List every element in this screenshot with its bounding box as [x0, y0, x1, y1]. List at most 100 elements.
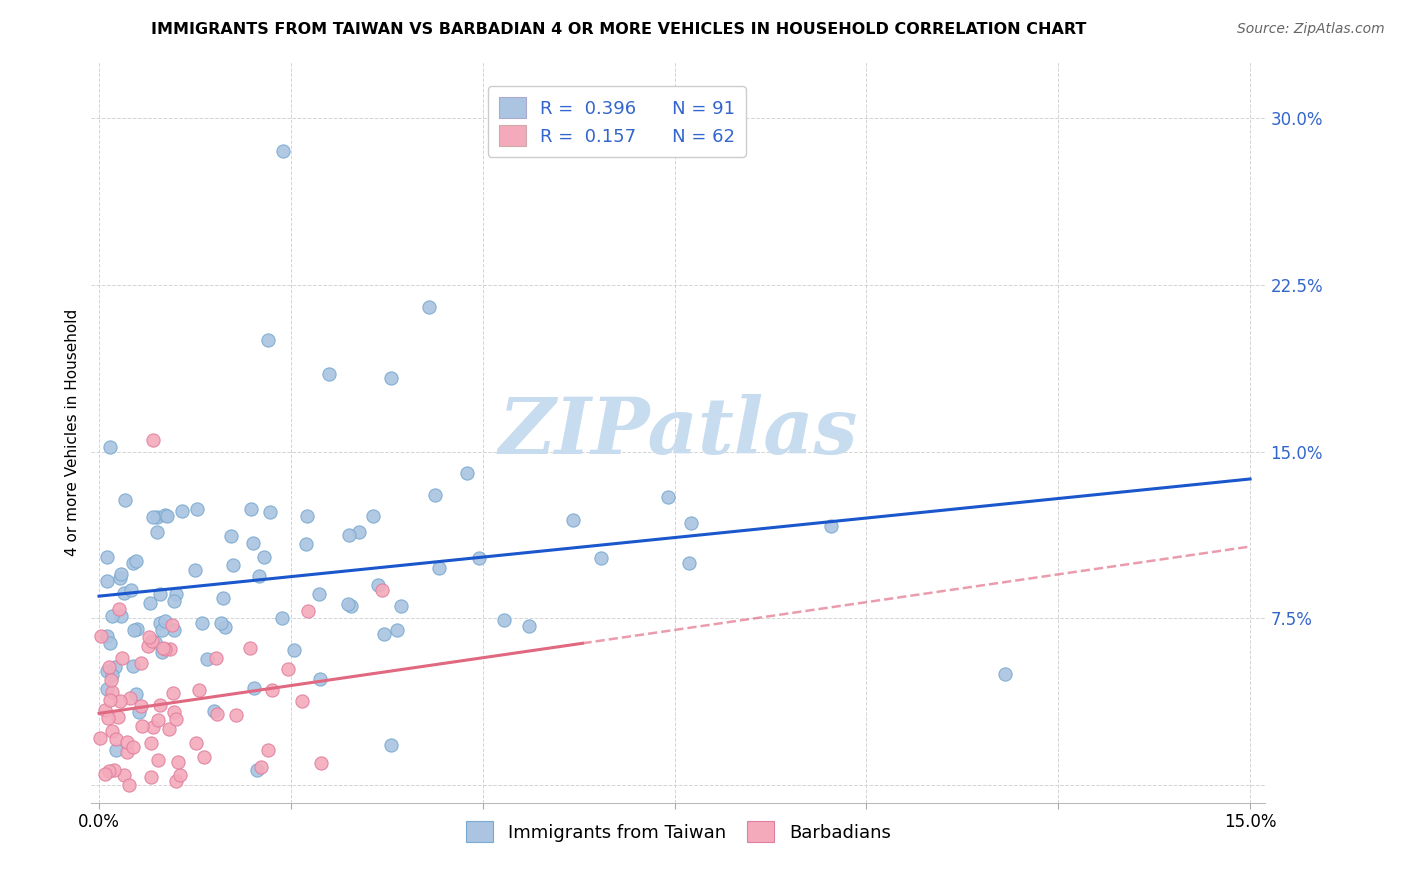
Point [347, 524, 370, 539]
Point [337, 598, 360, 612]
Point [97, 764, 120, 779]
Point [271, 611, 294, 625]
Point [155, 615, 177, 629]
Point [159, 642, 181, 657]
Point [204, 705, 226, 719]
Point [246, 763, 269, 777]
Point [100, 723, 122, 738]
Point [187, 682, 209, 697]
Point [129, 656, 152, 670]
Point [117, 735, 139, 749]
Point [169, 768, 191, 782]
Point [141, 633, 163, 648]
Point [165, 774, 187, 789]
Point [96, 574, 118, 589]
Point [191, 615, 214, 630]
Text: IMMIGRANTS FROM TAIWAN VS BARBADIAN 4 OR MORE VEHICLES IN HOUSEHOLD CORRELATION : IMMIGRANTS FROM TAIWAN VS BARBADIAN 4 OR… [150, 22, 1087, 37]
Point [105, 732, 128, 747]
Point [150, 645, 173, 659]
Point [108, 602, 131, 616]
Point [418, 300, 440, 314]
Point [165, 587, 187, 601]
Point [247, 568, 270, 582]
Point [96, 630, 118, 644]
Point [155, 642, 177, 657]
Point [262, 683, 284, 698]
Point [468, 551, 491, 566]
Point [118, 778, 141, 792]
Point [104, 660, 127, 674]
Point [250, 760, 273, 774]
Point [149, 615, 172, 630]
Point [94, 767, 117, 781]
Point [456, 466, 478, 480]
Point [494, 613, 516, 627]
Point [131, 719, 153, 733]
Point [103, 764, 125, 778]
Point [112, 586, 135, 600]
Point [146, 510, 169, 524]
Point [295, 537, 318, 551]
Point [519, 619, 541, 633]
Point [214, 620, 236, 634]
Point [90, 629, 112, 643]
Point [257, 743, 280, 757]
Point [205, 650, 228, 665]
Point [122, 556, 145, 570]
Point [820, 519, 842, 533]
Point [139, 735, 162, 749]
Point [101, 608, 124, 623]
Point [253, 549, 276, 564]
Point [318, 367, 340, 381]
Point [125, 623, 148, 637]
Point [243, 681, 266, 695]
Point [657, 491, 679, 505]
Point [110, 609, 132, 624]
Point [110, 566, 132, 581]
Text: Source: ZipAtlas.com: Source: ZipAtlas.com [1237, 22, 1385, 37]
Point [122, 740, 145, 755]
Point [427, 561, 450, 575]
Point [139, 770, 162, 784]
Point [110, 694, 132, 708]
Point [337, 528, 360, 542]
Point [96, 664, 118, 678]
Point [186, 502, 208, 516]
Point [107, 710, 129, 724]
Point [373, 627, 395, 641]
Point [291, 694, 314, 708]
Point [118, 690, 141, 705]
Point [242, 535, 264, 549]
Point [212, 591, 235, 606]
Point [257, 334, 280, 348]
Point [136, 639, 159, 653]
Point [678, 556, 700, 570]
Legend: Immigrants from Taiwan, Barbadians: Immigrants from Taiwan, Barbadians [458, 814, 898, 849]
Point [96, 549, 118, 564]
Point [97, 711, 120, 725]
Point [89, 731, 111, 745]
Point [146, 524, 169, 539]
Point [98, 660, 121, 674]
Point [146, 753, 169, 767]
Point [195, 652, 218, 666]
Point [423, 488, 446, 502]
Point [141, 509, 163, 524]
Point [157, 722, 180, 736]
Point [101, 668, 124, 682]
Point [150, 623, 173, 637]
Point [162, 594, 184, 608]
Point [160, 617, 183, 632]
Point [209, 616, 232, 631]
Text: ZIPatlas: ZIPatlas [499, 394, 858, 471]
Point [108, 571, 131, 585]
Point [172, 504, 194, 518]
Point [125, 554, 148, 568]
Point [125, 687, 148, 701]
Point [239, 502, 262, 516]
Point [114, 493, 136, 508]
Point [239, 640, 262, 655]
Point [340, 599, 363, 614]
Point [100, 636, 122, 650]
Point [183, 563, 205, 577]
